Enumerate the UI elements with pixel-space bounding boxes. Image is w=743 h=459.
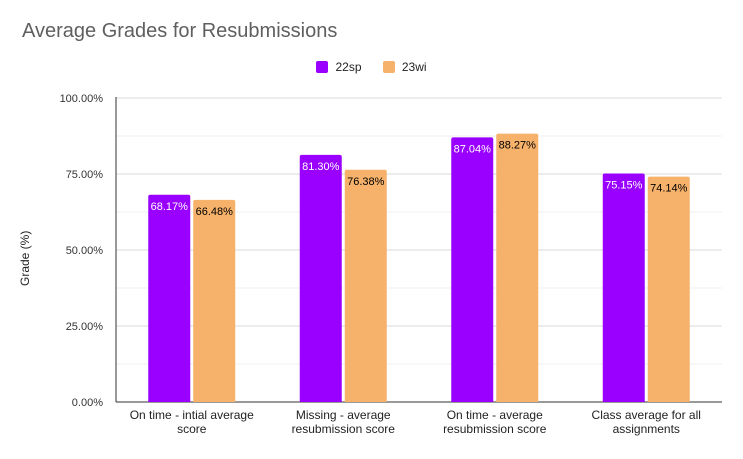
bar-23wi bbox=[193, 199, 236, 402]
bar-data-label: 76.38% bbox=[347, 176, 385, 188]
bar-22sp bbox=[148, 194, 191, 402]
legend-label-22sp: 22sp bbox=[335, 60, 362, 74]
bar-23wi bbox=[344, 169, 387, 402]
y-tick-label: 0.00% bbox=[72, 397, 103, 409]
x-tick-label: assignments bbox=[613, 422, 680, 436]
y-tick-label: 75.00% bbox=[66, 169, 104, 181]
chart-title: Average Grades for Resubmissions bbox=[22, 20, 338, 42]
x-tick-label: resubmission score bbox=[292, 422, 396, 436]
bar-23wi bbox=[647, 176, 690, 402]
bar-22sp bbox=[299, 154, 342, 402]
bar-data-label: 88.27% bbox=[499, 140, 537, 152]
legend: 22sp 23wi bbox=[0, 60, 743, 76]
x-tick-label: score bbox=[177, 422, 207, 436]
y-tick-label: 100.00% bbox=[60, 93, 104, 105]
legend-item-23wi: 23wi bbox=[382, 60, 427, 74]
x-tick-label: On time - average bbox=[447, 408, 543, 422]
bar-data-label: 74.14% bbox=[650, 183, 688, 195]
legend-label-23wi: 23wi bbox=[401, 60, 427, 74]
legend-swatch-23wi bbox=[382, 61, 395, 73]
y-tick-label: 25.00% bbox=[66, 321, 104, 333]
legend-swatch-22sp bbox=[316, 61, 329, 73]
bar-22sp bbox=[602, 173, 645, 402]
bar-23wi bbox=[496, 133, 539, 403]
bar-22sp bbox=[451, 137, 494, 402]
y-tick-label: 50.00% bbox=[66, 245, 104, 257]
bar-data-label: 75.15% bbox=[605, 180, 643, 192]
bar-data-label: 68.17% bbox=[151, 201, 189, 213]
x-tick-label: resubmission score bbox=[443, 422, 547, 436]
legend-item-22sp: 22sp bbox=[316, 60, 362, 74]
x-tick-label: Missing - average bbox=[296, 408, 391, 422]
x-tick-label: Class average for all bbox=[592, 408, 701, 422]
x-tick-label: On time - intial average bbox=[130, 408, 254, 422]
bar-data-label: 87.04% bbox=[454, 143, 492, 155]
bar-data-label: 81.30% bbox=[302, 161, 340, 173]
bar-data-label: 66.48% bbox=[196, 206, 234, 218]
